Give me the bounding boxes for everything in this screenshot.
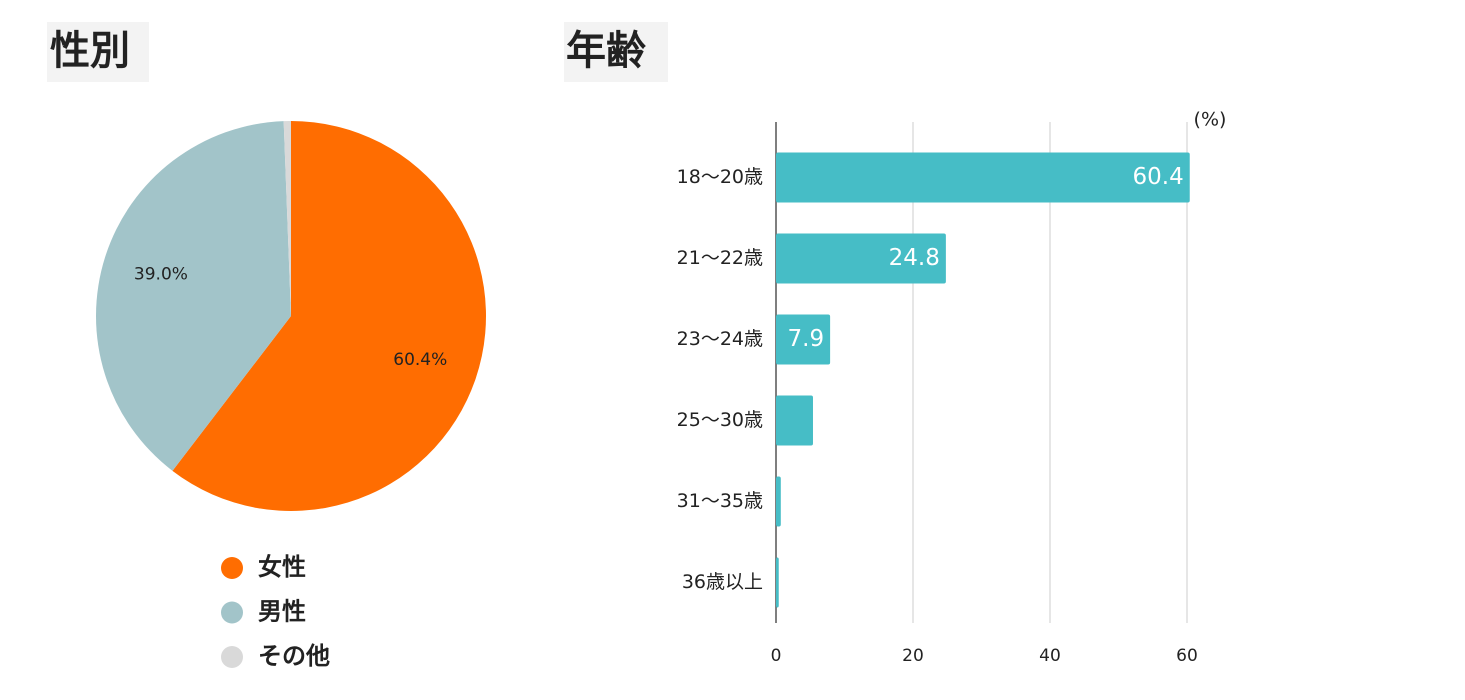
legend-label: 男性: [258, 598, 306, 626]
title-background: [564, 22, 668, 82]
pie-slice: [283, 121, 291, 316]
x-tick-label: 60: [1176, 646, 1198, 666]
chart-title: 性別: [50, 28, 130, 74]
x-tick-label: 40: [1039, 646, 1061, 666]
pie-slice: [172, 121, 486, 511]
bar: [776, 152, 1190, 203]
x-tick-label: 20: [902, 646, 924, 666]
data-label: 7.9: [788, 326, 825, 352]
data-label: 39.0%: [134, 265, 188, 285]
y-tick-label: 31〜35歳: [677, 490, 763, 512]
data-label: 60.4%: [393, 350, 447, 370]
legend-marker: [221, 601, 243, 624]
data-label: 24.8: [889, 245, 940, 271]
y-tick-label: 25〜30歳: [677, 409, 763, 431]
legend-label: その他: [258, 642, 330, 670]
legend-marker: [221, 646, 243, 668]
legend-marker: [221, 557, 243, 579]
bar: [776, 314, 831, 365]
bar: [776, 233, 946, 284]
legend-label: 女性: [258, 553, 306, 581]
y-tick-label: 18〜20歳: [677, 166, 763, 188]
bar: [776, 557, 779, 608]
bar: [776, 476, 781, 527]
y-tick-label: 21〜22歳: [677, 247, 763, 269]
pie-slice: [95, 121, 291, 471]
chart-title: 年齢: [566, 28, 646, 74]
title-background: [47, 22, 149, 82]
x-tick-label: 0: [771, 646, 782, 666]
data-label: 60.4: [1133, 164, 1184, 190]
bar: [776, 395, 813, 446]
y-tick-label: 36歳以上: [682, 571, 763, 593]
axis-label: (%): [1194, 109, 1227, 131]
y-tick-label: 23〜24歳: [677, 328, 763, 350]
